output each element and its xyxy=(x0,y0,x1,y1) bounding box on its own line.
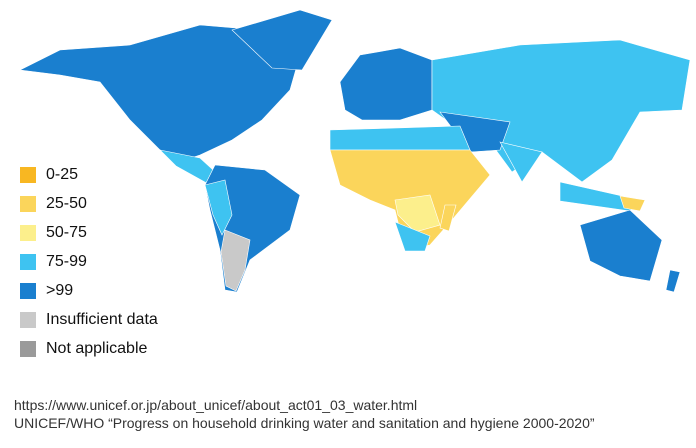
madagascar xyxy=(439,204,457,232)
europe xyxy=(339,47,433,121)
australia xyxy=(579,209,663,282)
legend-label: >99 xyxy=(46,282,73,299)
legend-swatch xyxy=(20,283,36,299)
legend-label: Insufficient data xyxy=(46,311,158,328)
legend-swatch xyxy=(20,225,36,241)
central-africa xyxy=(394,194,441,233)
legend: 0-25 25-50 50-75 75-99 >99 Insufficient data N… xyxy=(20,166,158,357)
north-america xyxy=(18,24,301,161)
source-citation: UNICEF/WHO “Progress on household drinki… xyxy=(14,415,595,431)
south-africa xyxy=(394,221,431,252)
legend-swatch xyxy=(20,196,36,212)
legend-label: 25-50 xyxy=(46,195,87,212)
legend-label: 0-25 xyxy=(46,166,78,183)
south-america-west xyxy=(204,179,233,236)
papua-new-guinea xyxy=(619,195,646,212)
legend-swatch xyxy=(20,312,36,328)
india xyxy=(499,141,543,183)
greenland xyxy=(231,9,333,71)
argentina xyxy=(220,229,251,292)
legend-label: Not applicable xyxy=(46,340,148,357)
legend-label: 50-75 xyxy=(46,224,87,241)
source-url: https://www.unicef.or.jp/about_unicef/ab… xyxy=(14,397,417,413)
legend-swatch xyxy=(20,167,36,183)
new-zealand xyxy=(665,269,681,293)
legend-swatch xyxy=(20,341,36,357)
legend-label: 75-99 xyxy=(46,253,87,270)
legend-swatch xyxy=(20,254,36,270)
north-africa xyxy=(329,125,471,151)
world-map xyxy=(18,9,691,293)
